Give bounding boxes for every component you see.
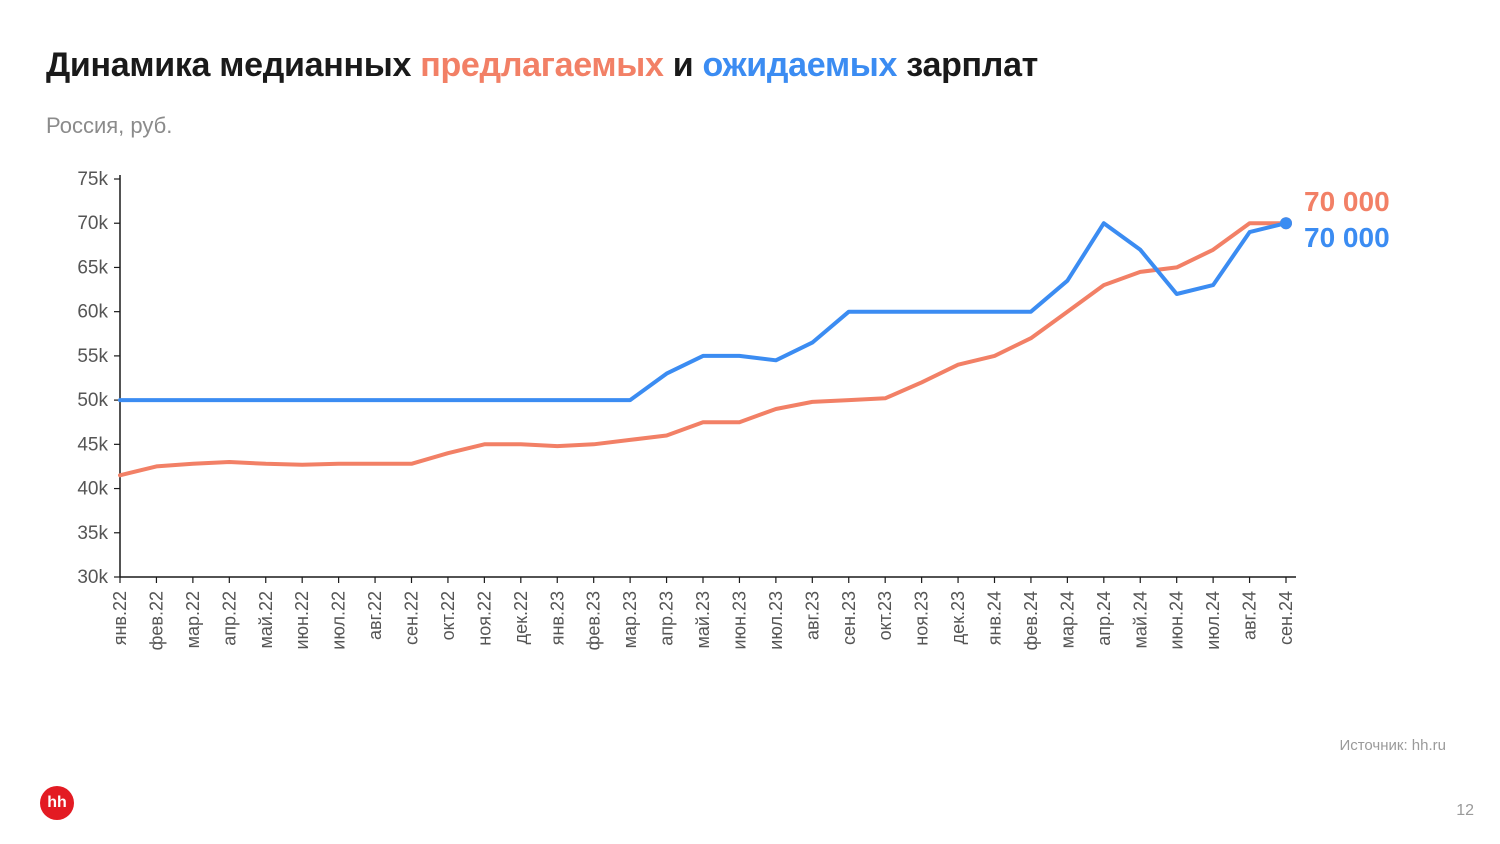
x-tick-label: май.22 [256,591,276,648]
series-offered [120,223,1286,475]
x-tick-label: май.24 [1130,591,1150,648]
series-end-dot-expected [1280,217,1292,229]
x-tick-label: дек.22 [511,591,531,644]
chart-subtitle: Россия, руб. [46,113,1454,139]
x-tick-label: фев.22 [146,591,166,650]
x-tick-label: фев.24 [1021,591,1041,650]
y-tick-label: 65k [77,257,108,278]
x-tick-label: янв.23 [547,591,567,645]
title-part: Динамика медианных [46,46,420,84]
x-tick-label: апр.24 [1094,591,1114,646]
x-tick-label: мар.24 [1057,591,1077,648]
chart-title: Динамика медианных предлагаемых и ожидае… [46,46,1454,85]
x-tick-label: апр.22 [219,591,239,646]
x-tick-label: авг.24 [1240,591,1260,640]
x-tick-label: авг.23 [802,591,822,640]
x-tick-label: сен.23 [839,591,859,645]
hh-logo: hh [40,786,74,820]
chart-container: 30k 35k 40k 45k 50k 55k 60k 65k 70k 75k янв.22 фев.… [46,167,1454,687]
x-tick-label: сен.24 [1276,591,1296,645]
x-tick-label: апр.23 [657,591,677,646]
y-tick-label: 70k [77,213,108,234]
x-tick-label: июн.22 [292,591,312,650]
x-tick-label: ноя.23 [912,591,932,646]
y-tick-label: 55k [77,346,108,367]
y-tick-label: 45k [77,434,108,455]
x-tick-label: окт.23 [875,591,895,640]
x-tick-label: май.23 [693,591,713,648]
x-tick-label: окт.22 [438,591,458,640]
line-chart: 30k 35k 40k 45k 50k 55k 60k 65k 70k 75k янв.22 фев.… [46,167,1454,687]
x-tick-label: июн.23 [729,591,749,650]
x-tick-label: сен.22 [402,591,422,645]
title-part: зарплат [897,46,1038,84]
x-tick-label: янв.22 [110,591,130,645]
x-tick-label: мар.22 [183,591,203,648]
x-tick-label: июл.23 [766,591,786,650]
y-tick-label: 40k [77,479,108,500]
hh-logo-text: hh [47,794,67,812]
x-tick-label: июл.22 [329,591,349,650]
title-part: предлагаемых [420,46,663,84]
page-number: 12 [1456,802,1474,820]
x-tick-label: мар.23 [620,591,640,648]
y-tick-label: 30k [77,567,108,588]
source-label: Источник: hh.ru [1339,737,1446,754]
x-tick-label: июл.24 [1203,591,1223,650]
series-end-label-expected: 70 000 [1304,222,1390,253]
y-tick-label: 35k [77,523,108,544]
title-part: ожидаемых [702,46,897,84]
x-tick-label: июн.24 [1167,591,1187,650]
y-tick-label: 60k [77,302,108,323]
title-part: и [664,46,703,84]
x-tick-label: дек.23 [948,591,968,644]
x-tick-label: фев.23 [584,591,604,650]
series-end-label-offered: 70 000 [1304,186,1390,217]
x-tick-label: авг.22 [365,591,385,640]
x-tick-label: ноя.22 [474,591,494,646]
y-tick-label: 50k [77,390,108,411]
y-tick-label: 75k [77,169,108,190]
series-expected [120,223,1286,400]
slide: Динамика медианных предлагаемых и ожидае… [0,0,1500,844]
x-tick-label: янв.24 [985,591,1005,645]
